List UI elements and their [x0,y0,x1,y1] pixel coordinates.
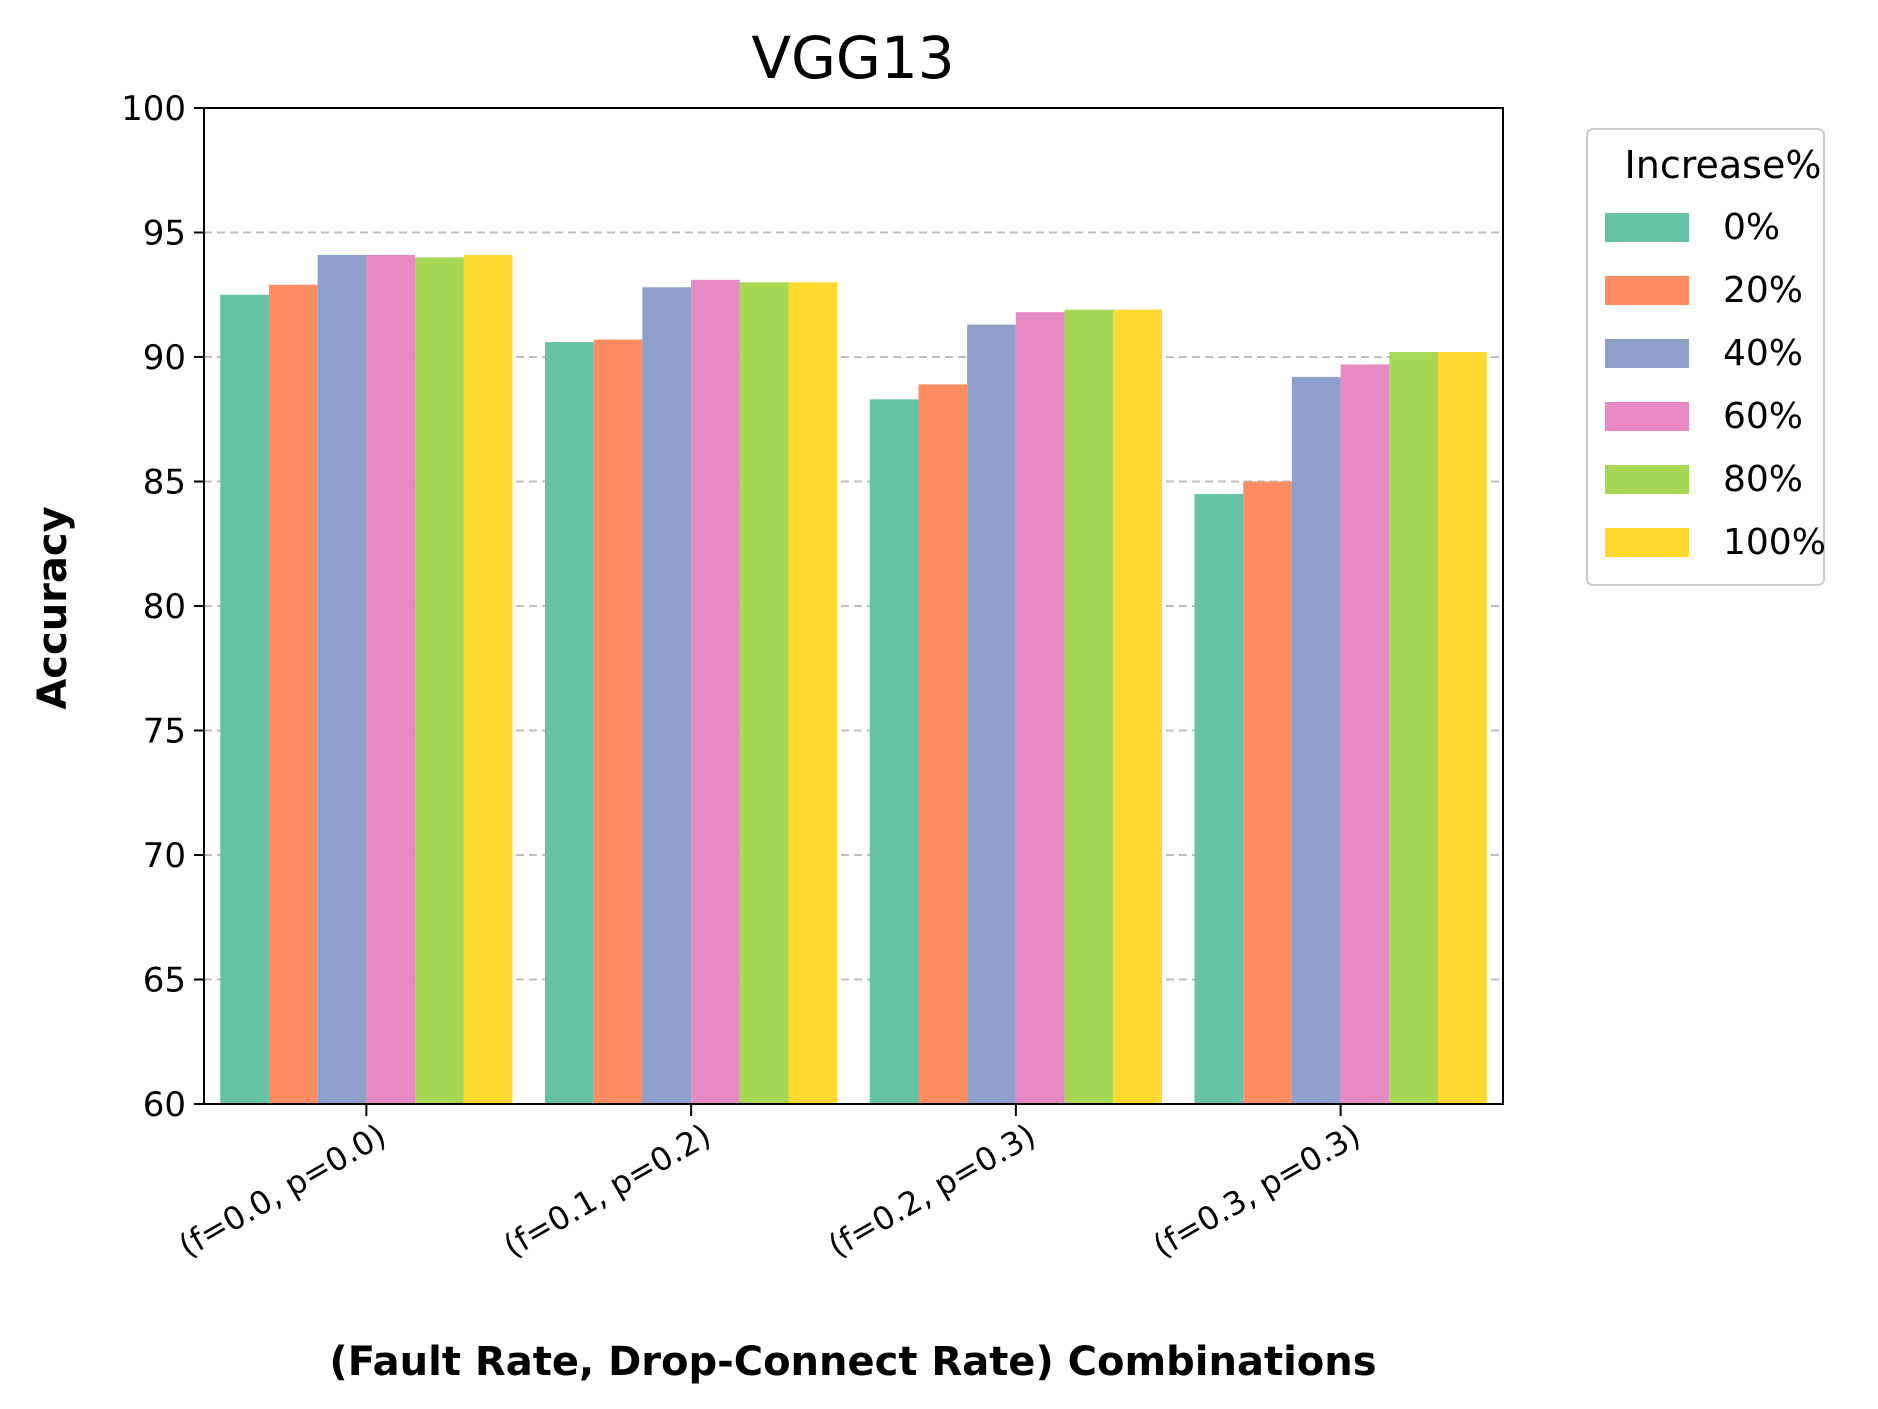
bar-20pct-0 [268,284,318,1104]
bar-40pct-3 [1291,376,1341,1104]
y-axis-label: Accuracy [30,506,76,709]
y-tick-label: 75 [143,712,186,752]
y-tick-label: 95 [143,214,186,254]
legend-label: 40% [1723,333,1803,374]
y-tick-label: 90 [143,338,186,378]
y-tick-label: 70 [143,836,186,876]
chart-title: VGG13 [751,24,954,92]
legend: Increase% 0% 20% 40% 60% 80% 100% [1586,128,1826,586]
bar-0pct-1 [544,342,594,1104]
y-tick-label: 80 [143,587,186,627]
legend-label: 20% [1723,270,1803,311]
bar-20pct-1 [593,339,643,1104]
bar-40pct-2 [967,324,1016,1104]
bar-40pct-0 [317,254,367,1104]
legend-swatch [1605,528,1689,557]
bar-100pct-0 [463,254,513,1104]
bar-0pct-3 [1194,493,1244,1104]
legend-label: 60% [1723,396,1803,437]
legend-label: 100% [1723,522,1826,563]
legend-swatch [1605,339,1689,368]
legend-swatch [1605,276,1689,305]
bar-100pct-3 [1438,352,1487,1104]
bar-60pct-0 [366,254,416,1104]
y-tick-label: 65 [143,961,186,1001]
bar-80pct-2 [1064,309,1114,1104]
legend-label: 80% [1723,459,1803,500]
bar-80pct-0 [415,257,464,1104]
legend-swatch [1605,465,1689,494]
y-tick-label: 85 [143,463,186,503]
y-axis: 60 65 70 75 80 85 90 95 100 [121,89,204,1125]
bar-60pct-2 [1015,312,1065,1104]
legend-swatch [1605,402,1689,431]
y-tick-label: 60 [143,1085,186,1125]
bar-20pct-2 [918,384,968,1104]
bar-60pct-1 [691,279,740,1104]
bar-80pct-1 [739,282,789,1104]
legend-label: 0% [1723,207,1780,248]
bar-80pct-3 [1389,352,1439,1104]
legend-title: Increase% [1625,143,1822,187]
bar-100pct-1 [788,282,838,1104]
x-axis-label: (Fault Rate, Drop-Connect Rate) Combinat… [329,1339,1376,1385]
y-tick-label: 100 [121,89,186,129]
bar-0pct-2 [869,399,919,1105]
bars [220,254,1487,1105]
bar-40pct-1 [642,287,692,1104]
bar-20pct-3 [1243,481,1292,1104]
bar-100pct-2 [1113,309,1163,1104]
bar-60pct-3 [1340,364,1390,1105]
legend-swatch [1605,213,1689,242]
bar-0pct-0 [220,294,269,1104]
